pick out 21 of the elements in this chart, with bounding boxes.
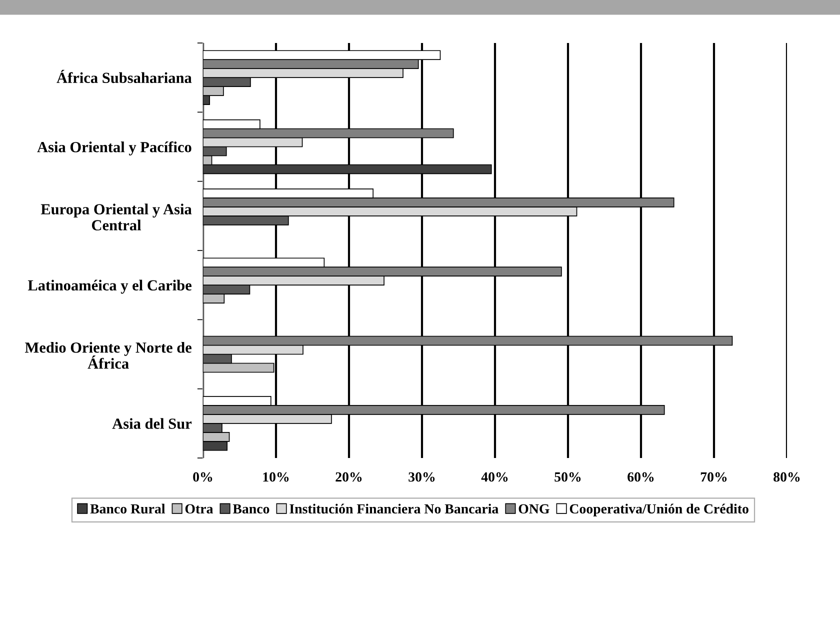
y-tick-label: África Subsahariana [56, 70, 192, 84]
legend-label: Cooperativa/Unión de Crédito [570, 504, 748, 516]
x-tick-label: 80% [774, 472, 800, 482]
y-tick-label: Asia del Sur [112, 418, 192, 429]
legend-label: ONG [518, 504, 550, 514]
legend-label: Institución Financiera No Bancaria [290, 504, 498, 514]
y-tick-label: Latinoaméica y el Caribe [28, 280, 192, 294]
y-tick-label: Europa Oriental y Asia Central [40, 204, 192, 230]
x-tick-label: 10% [263, 472, 289, 482]
x-tick-label: 40% [481, 472, 508, 482]
x-tick-label: 20% [336, 472, 362, 482]
x-tick-label: 60% [628, 472, 654, 482]
x-tick-label: 0% [193, 472, 212, 482]
x-tick-label: 30% [408, 472, 435, 482]
legend-label: Otra [185, 504, 214, 514]
y-tick-label: Medio Oriente y Norte de África [24, 342, 192, 369]
y-tick-label: Asia Oriental y Pacífico [37, 141, 192, 156]
x-tick-label: 70% [700, 472, 727, 482]
x-tick-label: 50% [554, 472, 581, 482]
legend-label: Banco [232, 504, 270, 514]
legend-label: Banco Rural [90, 504, 166, 514]
